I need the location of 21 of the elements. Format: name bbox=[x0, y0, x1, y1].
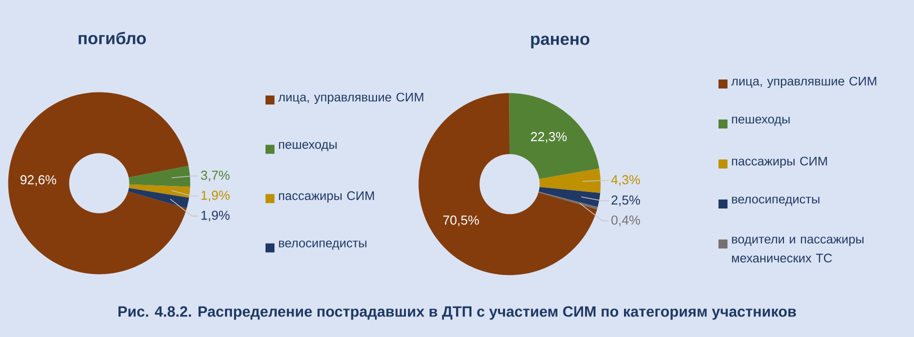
data-label: 1,9% bbox=[201, 210, 230, 222]
legend-label: пассажиры СИМ bbox=[279, 191, 374, 203]
data-label: 2,5% bbox=[612, 195, 640, 206]
legend-label: пешеходы bbox=[732, 116, 790, 126]
legend-label: велосипедисты bbox=[732, 196, 820, 206]
data-label: 3,7% bbox=[200, 170, 230, 182]
data-label: 0,4% bbox=[611, 215, 640, 226]
chart-title: ранено bbox=[531, 36, 590, 48]
chart-title: погибло bbox=[78, 32, 146, 44]
legend-label: велосипедисты bbox=[279, 240, 366, 250]
data-label: 70,5% bbox=[443, 216, 479, 226]
legend-label: водители и пассажиры механических ТС bbox=[732, 236, 864, 262]
data-label: 92,6% bbox=[20, 175, 56, 186]
text: Рис. 4.8.2. Распределение пострадавших в ДТП с участием СИМ по категориям участников bbox=[118, 306, 796, 320]
data-label: 1,9% bbox=[201, 190, 230, 202]
data-label: 4,3% bbox=[611, 175, 640, 186]
data-label: 22,3% bbox=[531, 132, 567, 143]
legend-label: лица, управлявшие СИМ bbox=[731, 76, 876, 88]
legend-label: лица, управлявшие СИМ bbox=[278, 92, 424, 104]
legend-label: пассажиры СИМ bbox=[732, 156, 827, 168]
legend-label: пешеходы bbox=[279, 142, 337, 152]
